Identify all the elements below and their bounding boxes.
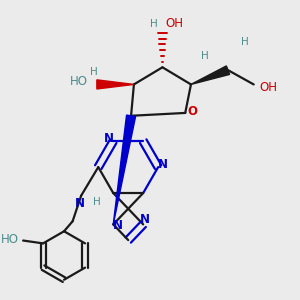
Polygon shape <box>191 66 230 84</box>
Text: N: N <box>104 132 114 145</box>
Polygon shape <box>113 115 136 224</box>
Text: H: H <box>150 19 158 29</box>
Polygon shape <box>97 80 134 89</box>
Text: OH: OH <box>165 17 183 30</box>
Text: O: O <box>188 105 197 118</box>
Text: H: H <box>90 67 98 76</box>
Text: N: N <box>140 213 150 226</box>
Text: H: H <box>93 197 100 207</box>
Text: H: H <box>241 37 249 46</box>
Text: N: N <box>112 219 122 232</box>
Text: HO: HO <box>70 75 88 88</box>
Text: N: N <box>158 158 167 171</box>
Text: OH: OH <box>260 81 278 94</box>
Text: HO: HO <box>1 232 19 246</box>
Text: H: H <box>201 51 209 61</box>
Text: N: N <box>75 197 85 210</box>
